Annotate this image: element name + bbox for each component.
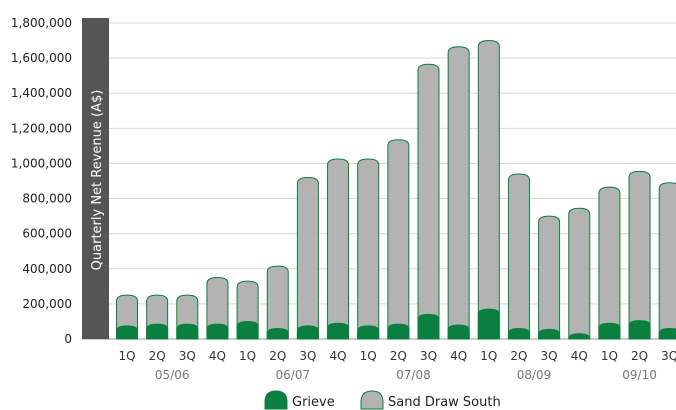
x-category-label: 4Q — [330, 349, 347, 363]
bar-sand-draw-south — [447, 46, 470, 340]
bar-grieve — [146, 323, 169, 340]
bar-grieve — [116, 325, 138, 340]
x-group-label: 06/07 — [276, 368, 311, 382]
x-axis-groups: 05/06 06/07 07/08 08/09 09/10 — [155, 368, 657, 382]
bar-grieve — [296, 325, 319, 340]
bar-sand-draw-south — [327, 158, 350, 340]
bar-sand-draw-south — [417, 63, 440, 340]
y-tick-label: 400,000 — [22, 262, 72, 276]
x-category-label: 2Q — [269, 349, 286, 363]
bar-grieve — [176, 323, 199, 340]
x-category-label: 2Q — [510, 349, 527, 363]
y-tick-label: 1,800,000 — [11, 16, 72, 30]
y-tick-label: 200,000 — [22, 297, 72, 311]
y-axis-ticks: 0 200,000 400,000 600,000 800,000 1,000,000 1,… — [11, 16, 72, 346]
x-group-label: 07/08 — [396, 368, 431, 382]
bar-grieve — [447, 324, 470, 340]
x-category-label: 4Q — [450, 349, 467, 363]
bar-grieve — [477, 308, 500, 340]
x-category-label: 4Q — [571, 349, 588, 363]
bar-sand-draw-south — [477, 40, 500, 340]
bar-grieve — [538, 328, 561, 340]
bar-sand-draw-south — [357, 158, 380, 340]
bar-sand-draw-south — [538, 215, 561, 340]
y-tick-label: 1,000,000 — [11, 156, 72, 170]
bar-grieve — [568, 333, 591, 340]
legend: Grieve Sand Draw South — [264, 390, 501, 410]
bars — [116, 40, 676, 340]
legend-label: Grieve — [292, 395, 335, 410]
y-tick-label: 800,000 — [22, 192, 72, 206]
y-tick-label: 1,400,000 — [11, 86, 72, 100]
x-category-label: 2Q — [631, 349, 648, 363]
bar-grieve — [628, 320, 651, 340]
x-category-label: 3Q — [299, 349, 316, 363]
bar-grieve — [266, 327, 289, 340]
x-group-label: 09/10 — [622, 368, 657, 382]
bar-sand-draw-south — [206, 277, 229, 340]
y-axis-label: Quarterly Net Revenue (A$) — [90, 90, 105, 271]
legend-swatch — [360, 390, 384, 410]
bar-sand-draw-south — [628, 170, 651, 340]
x-group-label: 05/06 — [155, 368, 190, 382]
bar-sand-draw-south — [658, 182, 676, 340]
x-category-label: 4Q — [209, 349, 226, 363]
bar-sand-draw-south — [296, 176, 319, 340]
x-category-label: 3Q — [420, 349, 437, 363]
x-category-label: 1Q — [360, 349, 377, 363]
x-category-label: 1Q — [480, 349, 497, 363]
bar-grieve — [507, 327, 530, 340]
bar-sand-draw-south — [266, 265, 289, 340]
y-axis-label-band — [82, 18, 109, 339]
y-tick-label: 600,000 — [22, 227, 72, 241]
x-category-label: 3Q — [661, 349, 676, 363]
bar-grieve — [236, 320, 259, 340]
x-axis-categories: 1Q 2Q 3Q 4Q 1Q 2Q 3Q 4Q 1Q 2Q 3Q 4Q 1Q 2Q 3Q 4Q 1Q 2Q 3Q — [118, 349, 676, 363]
bar-sand-draw-south — [598, 186, 621, 340]
legend-label: Sand Draw South — [388, 395, 501, 410]
bar-grieve — [357, 325, 380, 340]
x-category-label: 1Q — [239, 349, 256, 363]
bar-sand-draw-south — [507, 173, 530, 340]
bar-grieve — [598, 322, 621, 340]
y-tick-label: 0 — [64, 332, 72, 346]
x-category-label: 1Q — [601, 349, 618, 363]
bar-grieve — [658, 327, 676, 340]
bar-sand-draw-south — [387, 139, 410, 340]
legend-swatch — [264, 390, 288, 410]
bar-grieve — [417, 313, 440, 340]
x-category-label: 3Q — [179, 349, 196, 363]
y-tick-label: 1,600,000 — [11, 51, 72, 65]
x-category-label: 3Q — [541, 349, 558, 363]
x-group-label: 08/09 — [517, 368, 552, 382]
bar-grieve — [387, 323, 410, 340]
x-category-label: 1Q — [118, 349, 135, 363]
bar-sand-draw-south — [568, 207, 591, 340]
bar-grieve — [327, 322, 350, 340]
x-category-label: 2Q — [390, 349, 407, 363]
y-tick-label: 1,200,000 — [11, 121, 72, 135]
x-category-label: 2Q — [149, 349, 166, 363]
bar-grieve — [206, 323, 229, 340]
